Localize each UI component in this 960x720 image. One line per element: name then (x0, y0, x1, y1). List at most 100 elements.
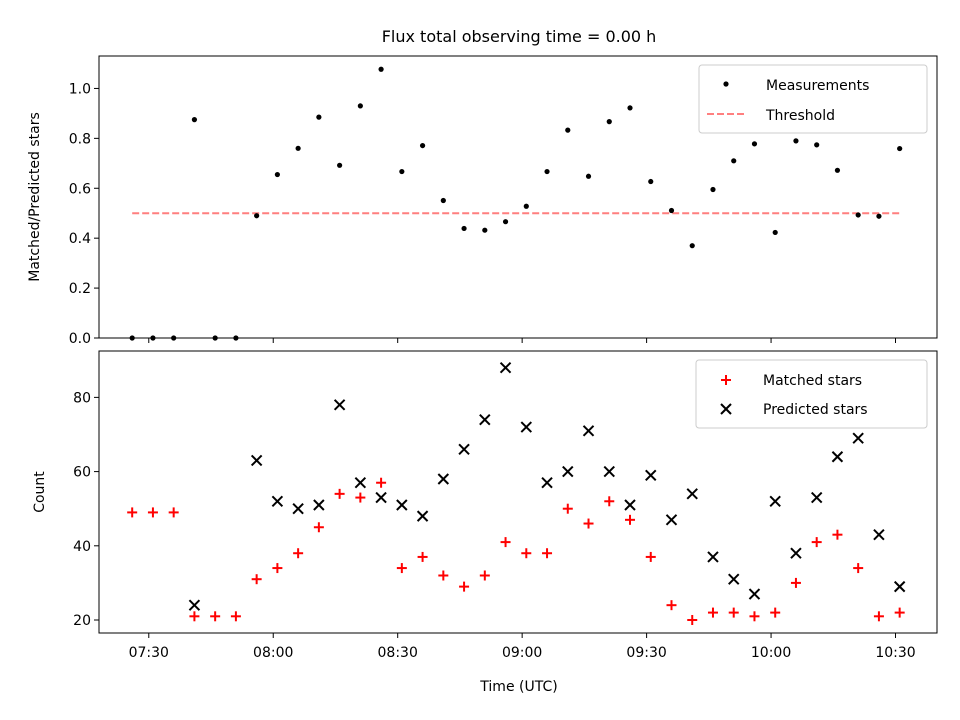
measurement-point (855, 212, 861, 218)
matched-star-point (251, 574, 262, 585)
top-plot-frame (98, 55, 938, 339)
matched-star-point (189, 611, 200, 622)
matched-star-point (666, 600, 677, 611)
measurement-point (710, 186, 716, 193)
x-tick-label: 08:00 (253, 645, 293, 661)
predicted-star-point (188, 599, 201, 611)
predicted-star-point (728, 573, 740, 585)
measurement-point (440, 197, 446, 204)
matched-star-point (479, 570, 490, 581)
matched-star-point (127, 507, 138, 518)
top-y-axis-label: Matched/Predicted stars (27, 112, 43, 282)
predicted-star-point (333, 399, 346, 411)
predicted-star-point (271, 495, 284, 507)
predicted-star-point (582, 425, 595, 437)
matched-star-point (894, 607, 905, 618)
predicted-star-point (375, 491, 387, 504)
measurement-point (565, 127, 571, 133)
top-y-tick-label: 0.2 (69, 281, 91, 297)
predicted-star-point (292, 502, 304, 515)
predicted-star-point (769, 495, 781, 507)
measurement-point (793, 138, 799, 144)
predicted-star-point (562, 465, 574, 478)
predicted-star-point (707, 551, 719, 563)
predicted-star-point (541, 477, 553, 489)
predicted-star-point (250, 454, 263, 467)
predicted-star-point (416, 510, 429, 522)
measurement-point (378, 66, 384, 72)
measurement-point (461, 225, 467, 232)
predicted-star-point (520, 421, 533, 433)
legend-predicted-marker (720, 403, 732, 415)
matched-star-point (645, 551, 656, 562)
predicted-star-point (396, 499, 408, 511)
bottom-plot-frame (98, 350, 938, 634)
top-plot-panel: 0.0 0.2 0.4 0.6 0.8 1.0 Matched/Predicted sta… (27, 55, 938, 347)
measurement-point (254, 213, 260, 219)
measurement-point (544, 168, 550, 175)
predicted-star-point (479, 413, 491, 426)
measurement-point (689, 243, 695, 249)
matched-star-point (873, 611, 884, 622)
matched-star-point (293, 548, 304, 559)
measurement-point (876, 213, 882, 219)
matched-star-point (334, 488, 345, 499)
bottom-y-tick-label: 60 (73, 465, 91, 481)
x-tick-label: 09:00 (502, 645, 542, 661)
measurement-point (772, 229, 778, 236)
measurement-point (357, 103, 363, 109)
predicted-star-point (686, 488, 698, 500)
predicted-star-point (603, 465, 615, 478)
matched-star-point (790, 577, 801, 588)
bottom-legend-box (695, 359, 928, 429)
predicted-star-point (748, 588, 761, 600)
bottom-y-axis-label: Count (32, 471, 48, 513)
matched-star-point (770, 607, 781, 618)
matched-star-point (376, 477, 387, 488)
predicted-star-point (645, 469, 657, 482)
top-y-tick-label: 0.0 (69, 331, 91, 347)
matched-star-point (313, 522, 324, 533)
measurement-point (523, 203, 529, 209)
chart-title: Flux total observing time = 0.00 h (382, 27, 657, 46)
matched-star-point (625, 514, 636, 525)
matched-star-point (230, 611, 241, 622)
matched-star-point (604, 496, 615, 507)
predicted-star-point (810, 491, 823, 504)
predicted-star-point (437, 473, 450, 485)
x-tick-label: 07:30 (129, 645, 169, 661)
matched-star-point (542, 548, 553, 559)
top-y-tick-label: 0.8 (69, 131, 91, 147)
matched-star-point (832, 529, 843, 540)
top-y-tick-label: 0.6 (69, 181, 91, 197)
measurement-point (585, 173, 592, 179)
predicted-star-point (313, 499, 325, 511)
measurement-point (751, 141, 758, 147)
x-tick-label: 10:30 (875, 645, 915, 661)
bottom-legend: Matched stars Predicted stars (695, 359, 928, 429)
top-y-tick-label: 1.0 (69, 81, 91, 97)
x-axis-label: Time (UTC) (479, 679, 557, 695)
matched-star-point (521, 548, 532, 559)
bottom-y-tick-label: 20 (73, 613, 91, 629)
x-tick-label: 09:30 (626, 645, 666, 661)
predicted-star-point (354, 477, 367, 489)
predicted-star-point (499, 361, 512, 374)
measurement-point (316, 114, 322, 120)
measurement-point (482, 227, 488, 233)
measurement-point (834, 167, 841, 173)
bottom-y-tick-label: 40 (73, 539, 91, 555)
x-tick-label: 10:00 (751, 645, 791, 661)
measurement-point (502, 219, 509, 225)
measurement-point (731, 158, 737, 164)
matched-star-point (355, 492, 366, 503)
matched-star-point (687, 615, 698, 626)
predicted-star-point (458, 443, 470, 456)
bottom-plot-panel: 20 40 60 80 07:30 08:00 08:30 09:00 09:30 10:00 10… (32, 350, 938, 695)
predicted-star-point (831, 451, 844, 463)
measurement-point (814, 142, 820, 148)
matched-star-point (853, 563, 864, 574)
matched-star-point (168, 507, 179, 518)
measurement-point (419, 142, 426, 149)
